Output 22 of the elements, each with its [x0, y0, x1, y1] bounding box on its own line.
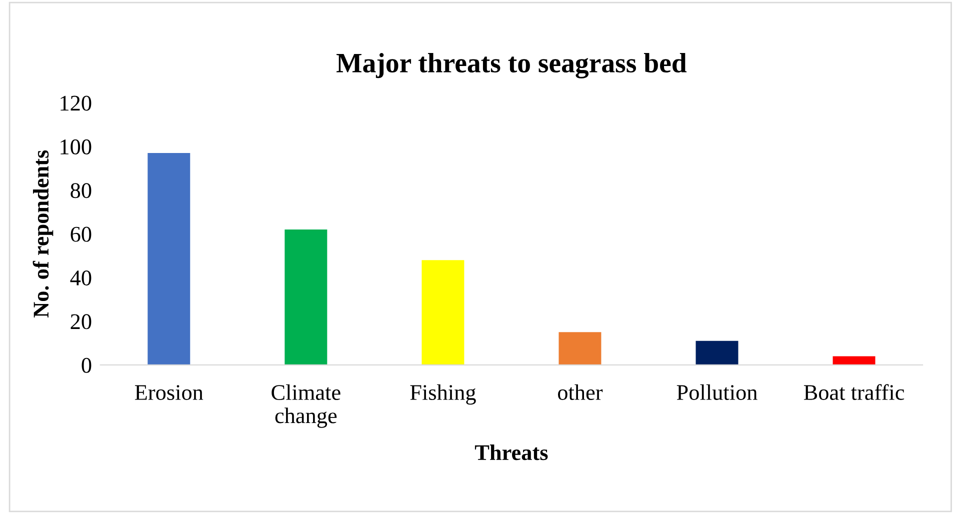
bar	[284, 230, 328, 365]
bar	[558, 332, 602, 365]
y-tick-label: 80	[70, 183, 92, 198]
x-tick-label: Climate change	[272, 384, 340, 428]
x-tick-label: Fishing	[410, 384, 476, 405]
chart-title: Major threats to seagrass bed	[336, 52, 687, 78]
x-tick-label: Erosion	[134, 385, 204, 400]
bar	[832, 356, 876, 365]
x-tick-label: other	[558, 384, 603, 400]
y-tick-label: 0	[82, 358, 92, 373]
bar	[148, 153, 190, 365]
y-tick-label: 40	[70, 270, 92, 286]
x-tick-label: Pollution	[676, 384, 758, 400]
y-tick-label: 120	[60, 96, 92, 111]
y-tick-label: 20	[70, 314, 92, 330]
bar	[696, 340, 738, 365]
y-tick-label: 100	[60, 139, 92, 154]
y-tick-label: 60	[70, 226, 92, 242]
x-axis-title: Threats	[474, 444, 548, 460]
bar	[422, 260, 464, 365]
x-tick-label: Boat traffic	[804, 384, 904, 400]
y-axis-title: No. of repondents	[32, 150, 54, 318]
